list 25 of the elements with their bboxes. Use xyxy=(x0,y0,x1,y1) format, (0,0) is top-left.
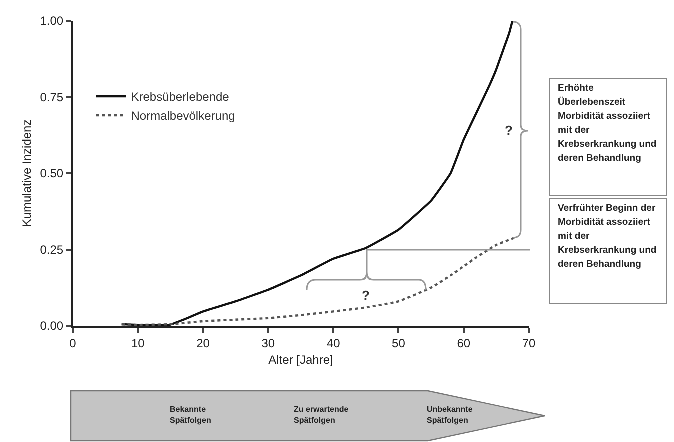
y-tick-label: 0.25 xyxy=(40,242,64,257)
text: Erhöhte Überlebenszeit Morbidität assoziiert mit der Krebserkrankung und deren Behandlung xyxy=(549,78,667,196)
text: Unbekannte Spätfolgen xyxy=(427,404,474,426)
x-tick-label: 10 xyxy=(131,336,146,350)
legend-label: Normalbevölkerung xyxy=(131,109,236,124)
x-tick-label: 20 xyxy=(196,336,210,350)
y-tick-label: 1.00 xyxy=(40,14,64,28)
x-tick-label: 40 xyxy=(326,336,341,350)
x-tick-label: 50 xyxy=(392,336,406,350)
x-tick-label: 60 xyxy=(457,336,471,350)
x-tick-label: 0 xyxy=(70,336,77,350)
annotation: ? xyxy=(505,123,513,138)
x-tick-label: 30 xyxy=(262,336,276,350)
text: Zu erwartende Spätfolgen xyxy=(294,404,350,426)
text: Bekannte Spätfolgen xyxy=(170,404,212,426)
line-series xyxy=(120,236,518,326)
y-axis-title: Kumulative Inzidenz xyxy=(20,120,34,228)
text: Verfrühter Beginn der Morbidität assoziiert mit der Krebserkrankung und deren Behandlung xyxy=(549,198,667,304)
x-axis-title: Alter [Jahre] xyxy=(268,352,334,367)
annotation: ? xyxy=(362,288,370,303)
y-tick-label: 0.75 xyxy=(40,90,64,104)
y-tick-label: 0.50 xyxy=(40,166,64,181)
legend-label: Krebsüberlebende xyxy=(131,90,230,104)
x-tick-label: 70 xyxy=(522,336,536,350)
y-tick-label: 0.00 xyxy=(40,319,64,334)
